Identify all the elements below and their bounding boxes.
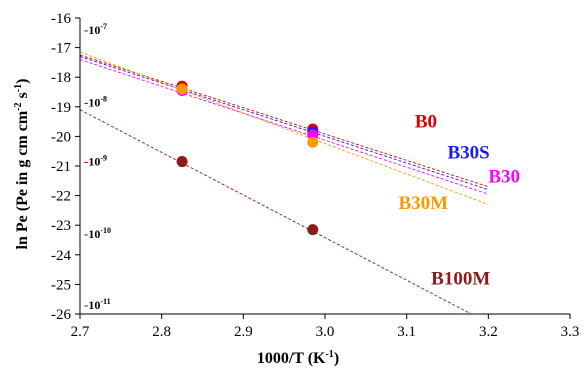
- y-tick-label: -22: [51, 189, 71, 205]
- y-tick-label: -25: [51, 277, 71, 293]
- power-annotations: -10-7 -10-8 -10-9 -10-10 -10-11: [84, 22, 111, 312]
- x-tick-label: 2.8: [152, 324, 171, 340]
- series-label-b0: B0: [415, 112, 437, 133]
- axes: -16 -17 -18 -19 -20 -21 -22 -23 -24 -25 -262.7 2.8 2…: [51, 11, 579, 340]
- y-tick-label: -19: [51, 100, 71, 116]
- data-point-b100m: [307, 224, 319, 236]
- trend-line-b30s: [80, 56, 489, 191]
- trend-lines: [80, 51, 489, 314]
- y-tick-label: -23: [51, 218, 71, 234]
- y-tick-label: -18: [51, 70, 71, 86]
- series-label-b30: B30: [488, 166, 520, 187]
- x-tick-label: 3.3: [561, 324, 580, 340]
- x-tick-label: 2.9: [234, 324, 253, 340]
- power-annotation: -10-11: [84, 297, 111, 312]
- series-label-b30s: B30S: [448, 143, 490, 164]
- y-tick-label: -16: [51, 11, 71, 27]
- data-point-b100m: [176, 156, 188, 168]
- trend-line-b30m: [80, 51, 489, 205]
- x-tick-label: 2.7: [71, 324, 90, 340]
- power-annotation: -10-9: [84, 154, 107, 169]
- series-label-b30m: B30M: [399, 193, 449, 214]
- trend-line-b0: [80, 54, 489, 188]
- power-annotation: -10-7: [84, 22, 107, 37]
- x-tick-label: 3.2: [479, 324, 498, 340]
- data-point-b30m: [307, 136, 319, 148]
- trend-line-b100m: [80, 109, 473, 314]
- x-tick-label: 3.1: [397, 324, 416, 340]
- data-points: [176, 80, 319, 236]
- trend-line-b30: [80, 59, 489, 195]
- y-tick-label: -17: [51, 41, 71, 57]
- y-axis-title: ln Pe (Pe in g cm cm-2 s-1): [13, 79, 31, 250]
- series-label-b100m: B100M: [431, 268, 490, 289]
- y-tick-label: -26: [51, 307, 71, 323]
- x-tick-label: 3.0: [316, 324, 335, 340]
- power-annotation: -10-8: [84, 94, 107, 109]
- y-tick-label: -21: [51, 159, 71, 175]
- x-axis-title: 1000/T (K-1): [257, 349, 339, 367]
- data-point-b30m: [176, 83, 188, 95]
- y-tick-label: -24: [51, 248, 71, 264]
- y-tick-label: -20: [51, 129, 71, 145]
- power-annotation: -10-10: [84, 226, 111, 241]
